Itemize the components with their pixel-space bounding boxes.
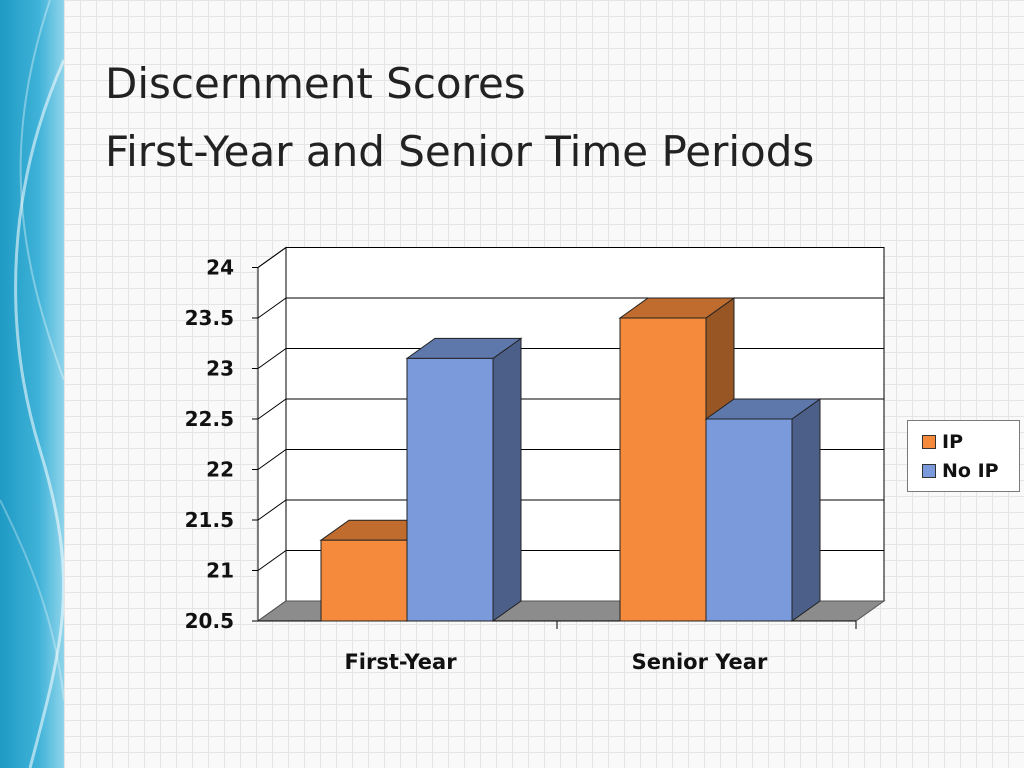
slide-title: Discernment Scores First-Year and Senior… (105, 50, 985, 186)
bar-side (492, 337, 522, 622)
bar-no-ip-first-year (405, 337, 523, 622)
legend-label-ip: IP (942, 430, 963, 453)
bar-front (705, 418, 793, 622)
bar-front (320, 539, 408, 622)
y-tick-label: 23 (206, 357, 234, 381)
x-tick-label: Senior Year (632, 650, 768, 674)
bar-front (406, 357, 494, 622)
y-tick-label: 21 (206, 559, 234, 583)
y-tick-label: 22 (206, 458, 234, 482)
bar-no-ip-senior-year (704, 398, 822, 622)
title-line-2: First-Year and Senior Time Periods (105, 127, 815, 176)
bar-front (619, 317, 707, 622)
legend-swatch-no-ip (922, 463, 936, 478)
title-line-1: Discernment Scores (105, 59, 526, 108)
chart-side-wall (257, 246, 287, 622)
y-tick-label: 23.5 (185, 306, 234, 330)
legend-swatch-ip (922, 434, 936, 449)
y-tick-label: 24 (206, 256, 234, 280)
decorative-side-band (0, 0, 64, 768)
chart-legend: IP No IP (907, 420, 1020, 492)
x-tick-label: First-Year (344, 650, 457, 674)
y-tick-label: 22.5 (185, 407, 234, 431)
y-tick-label: 21.5 (185, 508, 234, 532)
bar-side (791, 398, 821, 622)
y-tick-label: 20.5 (185, 609, 234, 633)
legend-item-no-ip: No IP (908, 456, 1019, 485)
legend-label-no-ip: No IP (942, 459, 999, 482)
legend-item-ip: IP (908, 427, 1019, 456)
gridline (257, 247, 884, 268)
